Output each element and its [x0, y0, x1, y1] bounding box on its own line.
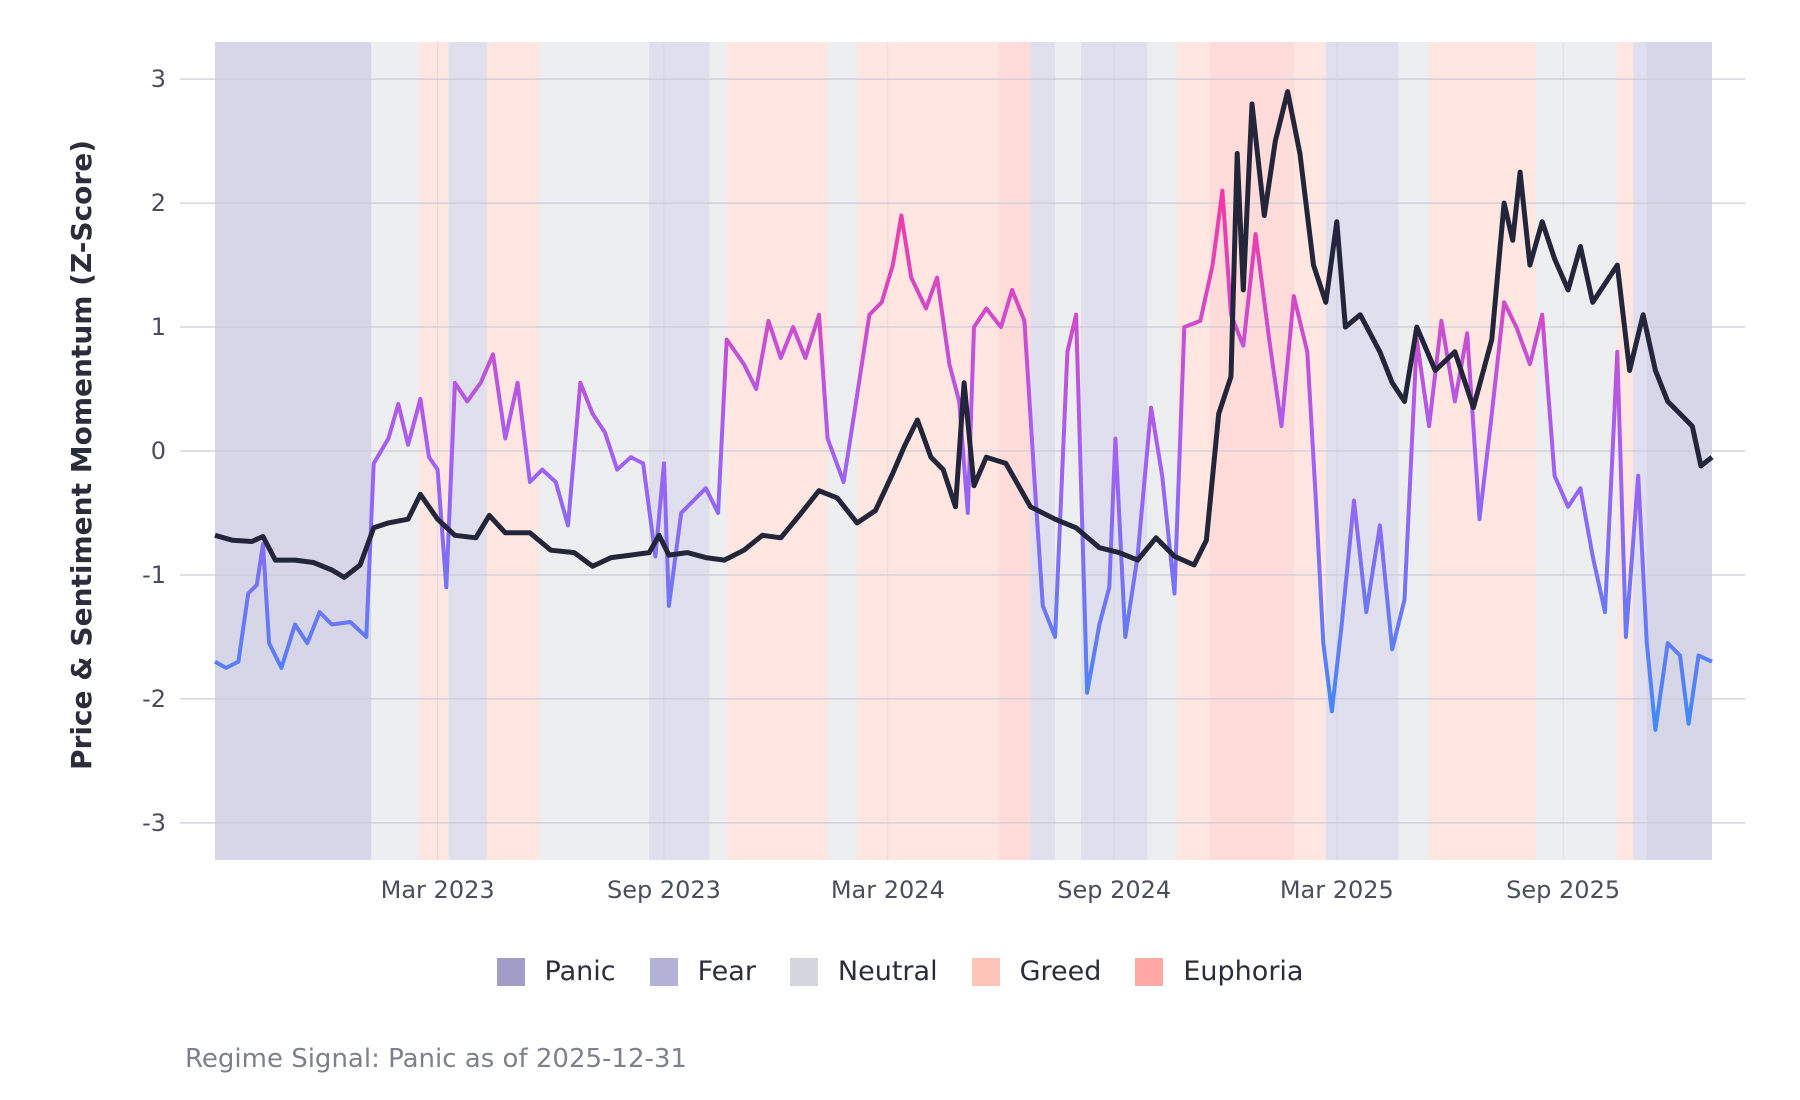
legend-label-euphoria: Euphoria [1183, 956, 1304, 987]
legend-swatch-greed [971, 957, 1000, 986]
legend-label-greed: Greed [1019, 956, 1102, 987]
y-tick-label: 1 [151, 313, 166, 341]
y-axis-ticks: 3 2 1 0 -1 -2 -3 [142, 65, 166, 837]
x-tick-label: Mar 2023 [381, 876, 495, 904]
legend-item-fear: Fear [649, 956, 756, 987]
legend-swatch-panic [496, 957, 525, 986]
regime-signal-caption: Regime Signal: Panic as of 2025-12-31 [185, 1044, 687, 1074]
legend-item-neutral: Neutral [789, 956, 938, 987]
y-tick-label: 3 [151, 65, 166, 93]
legend-item-panic: Panic [496, 956, 616, 987]
sentiment-momentum-line [214, 188, 1713, 732]
y-tick-label: -3 [142, 809, 166, 837]
y-axis-label: Price & Sentiment Momentum (Z-Score) [65, 140, 98, 770]
legend-label-panic: Panic [544, 956, 616, 987]
legend-swatch-euphoria [1135, 957, 1164, 986]
legend-swatch-fear [649, 957, 678, 986]
x-tick-label: Mar 2025 [1280, 876, 1394, 904]
legend-swatch-neutral [789, 957, 818, 986]
x-tick-label: Sep 2025 [1506, 876, 1620, 904]
y-tick-label: 2 [151, 189, 166, 217]
gridlines [180, 42, 1745, 860]
momentum-chart: 3 2 1 0 -1 -2 -3 Mar 2023 Sep 2023 Mar 2024 Sep 2… [65, 42, 1745, 904]
y-tick-label: -2 [142, 685, 166, 713]
legend: Panic Fear Neutral Greed Euphoria [0, 956, 1800, 987]
legend-item-euphoria: Euphoria [1135, 956, 1303, 987]
legend-label-fear: Fear [697, 956, 756, 987]
legend-label-neutral: Neutral [837, 956, 938, 987]
y-tick-label: -1 [142, 561, 166, 589]
price-momentum-line [214, 89, 1714, 580]
legend-item-greed: Greed [971, 956, 1102, 987]
x-tick-label: Sep 2023 [607, 876, 721, 904]
x-tick-label: Mar 2024 [831, 876, 945, 904]
x-tick-label: Sep 2024 [1057, 876, 1171, 904]
y-tick-label: 0 [151, 437, 166, 465]
x-axis-ticks: Mar 2023 Sep 2023 Mar 2024 Sep 2024 Mar 2025… [381, 876, 1620, 904]
